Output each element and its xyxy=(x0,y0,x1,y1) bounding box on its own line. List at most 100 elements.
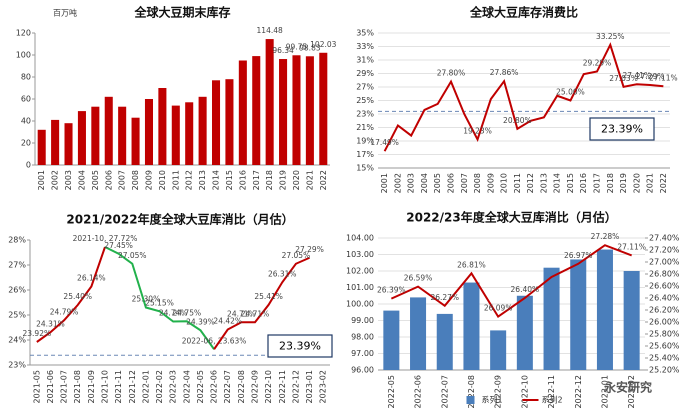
value-label: 26.14% xyxy=(77,274,106,283)
bar xyxy=(570,259,587,370)
y-tick-label: 120 xyxy=(16,29,31,38)
bar xyxy=(158,88,167,165)
x-tick-label: 2001 xyxy=(380,173,389,193)
chart-title: 全球大豆期末库存 xyxy=(133,5,230,20)
x-tick-label: 2021-09 xyxy=(87,370,96,403)
x-tick-label: 2021 xyxy=(646,173,655,193)
x-tick-label: 2022-05 xyxy=(196,370,205,403)
value-label: 26.81% xyxy=(457,260,486,269)
x-tick-label: 2017 xyxy=(252,170,261,190)
y-tick-label: 29% xyxy=(356,69,374,78)
legend-swatch xyxy=(466,396,475,404)
x-tick-label: 2002 xyxy=(393,173,402,193)
x-tick-label: 2022-08 xyxy=(237,370,246,403)
x-tick-label: 2015 xyxy=(225,170,234,190)
bar xyxy=(543,267,560,370)
x-tick-label: 2013 xyxy=(539,173,548,193)
bar xyxy=(171,105,180,165)
y-tick-label: 33% xyxy=(356,42,374,51)
x-tick-label: 2003 xyxy=(407,173,416,193)
bar xyxy=(212,80,221,165)
x-tick-label: 2021-05 xyxy=(32,370,41,403)
value-label: 98.83 xyxy=(299,43,321,52)
y2-tick-label: 26.20% xyxy=(649,306,680,315)
bar xyxy=(279,59,288,165)
x-tick-label: 2008 xyxy=(131,170,140,190)
legend-label: 系列1 xyxy=(482,395,503,405)
reference-box xyxy=(267,334,333,358)
x-tick-label: 2022-07 xyxy=(223,370,232,403)
x-tick-label: 2023-02 xyxy=(627,375,636,408)
reference-label: 23.39% xyxy=(279,340,321,353)
y2-tick-label: 25.20% xyxy=(649,366,680,375)
value-label: 99.75 xyxy=(286,42,308,51)
x-tick-label: 2022-03 xyxy=(169,370,178,403)
y-tick-label: 28% xyxy=(8,236,26,245)
value-label: 114.48 xyxy=(257,26,283,35)
y-tick-label: 24% xyxy=(8,336,26,345)
line xyxy=(383,42,664,152)
y-tick-label: 21% xyxy=(356,123,374,132)
value-label: 29.29% xyxy=(583,59,612,68)
value-label: 27.03% xyxy=(609,74,638,83)
x-tick-label: 2018 xyxy=(265,170,274,190)
x-tick-label: 2011 xyxy=(513,173,522,193)
y2-tick-label: 27.40% xyxy=(649,234,680,243)
bar xyxy=(410,297,427,370)
x-tick-label: 2005 xyxy=(91,170,100,190)
y-tick-label: 100 xyxy=(16,51,31,60)
y-tick-label: 96.00 xyxy=(351,366,374,375)
y-tick-label: 25% xyxy=(356,96,374,105)
x-tick-label: 2006 xyxy=(447,173,456,193)
value-label: 17.49% xyxy=(370,138,399,147)
x-tick-label: 2016 xyxy=(238,170,247,190)
y2-tick-label: 26.00% xyxy=(649,318,680,327)
bar xyxy=(292,55,301,165)
bar xyxy=(319,52,328,165)
y-tick-label: 25% xyxy=(8,311,26,320)
y-tick-label: 27% xyxy=(356,83,374,92)
x-tick-label: 2023-02 xyxy=(319,370,328,403)
x-tick-label: 2022-04 xyxy=(182,370,191,403)
x-tick-label: 2021 xyxy=(305,170,314,190)
x-tick-label: 2010 xyxy=(500,173,509,193)
bar xyxy=(305,56,314,165)
bar xyxy=(37,129,46,165)
y-tick-label: 0 xyxy=(26,161,31,170)
x-tick-label: 2022-11 xyxy=(547,375,556,408)
y-tick-label: 98.00 xyxy=(351,333,374,342)
value-label: 19.23% xyxy=(463,126,492,135)
reference-label: 23.39% xyxy=(601,123,643,136)
bar xyxy=(238,60,247,165)
x-tick-label: 2022-09 xyxy=(251,370,260,403)
x-tick-label: 2018 xyxy=(606,173,615,193)
value-label: 26.40% xyxy=(511,285,540,294)
value-label: 26.09% xyxy=(484,304,513,313)
value-label: 27.11% xyxy=(617,242,646,251)
x-tick-label: 2022-12 xyxy=(574,375,583,408)
line xyxy=(104,246,215,350)
value-label: 27.86% xyxy=(490,68,519,77)
y2-tick-label: 26.40% xyxy=(649,294,680,303)
value-label: 27.28% xyxy=(591,232,620,241)
x-tick-label: 2022-06 xyxy=(210,370,219,403)
value-label: 2021-10, 27.72% xyxy=(73,234,138,243)
x-tick-label: 2022-10 xyxy=(264,370,273,403)
line xyxy=(390,244,633,319)
x-tick-label: 2022-06 xyxy=(414,375,423,408)
value-label: 27.80% xyxy=(437,69,466,78)
y-tick-label: 104.00 xyxy=(346,234,374,243)
y2-tick-label: 27.20% xyxy=(649,246,680,255)
x-tick-label: 2016 xyxy=(579,173,588,193)
bar xyxy=(490,330,507,370)
x-tick-label: 2019 xyxy=(279,170,288,190)
y-tick-label: 19% xyxy=(356,137,374,146)
x-tick-label: 2023-01 xyxy=(600,375,609,408)
x-tick-label: 2022-02 xyxy=(155,370,164,403)
bar xyxy=(104,96,113,165)
reference-box xyxy=(589,117,655,141)
x-tick-label: 2022-08 xyxy=(467,375,476,408)
y-tick-label: 101.00 xyxy=(346,283,374,292)
value-label: 24.71% xyxy=(241,309,270,318)
